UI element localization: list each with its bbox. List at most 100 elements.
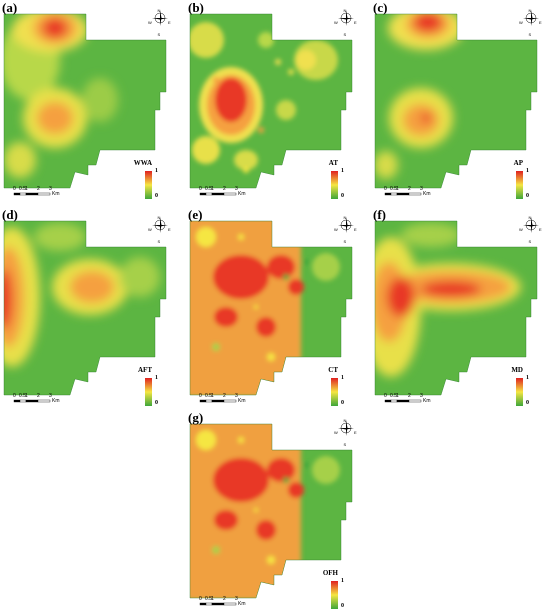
- scale-tick-label: 1: [211, 186, 214, 192]
- scale-bar-segment: [223, 399, 237, 403]
- scale-bar-segment: [25, 399, 39, 403]
- scale-tick-label: 0.5: [19, 186, 26, 192]
- legend-min-label: 0: [341, 603, 344, 609]
- compass-w-label: W: [334, 227, 338, 232]
- scale-unit-label: Km: [238, 601, 246, 607]
- legend-min-label: 0: [526, 193, 529, 199]
- compass-e-label: E: [539, 227, 542, 232]
- scale-bar-segment: [211, 602, 225, 606]
- compass-e-label: E: [539, 20, 542, 25]
- compass-s-label: S: [528, 239, 532, 244]
- scale-tick-label: 1: [396, 186, 399, 192]
- panel-c: (c) N S E W AP 1 0 0 0.5 1 2 3 Km: [371, 0, 550, 205]
- scale-bar-segment: [396, 192, 410, 196]
- scale-bar-segment: [37, 399, 51, 403]
- compass-w-label: W: [519, 227, 523, 232]
- compass-e-label: E: [168, 20, 171, 25]
- legend-min-label: 0: [341, 193, 344, 199]
- legend-color-bar: [331, 378, 338, 406]
- compass-w-label: W: [148, 227, 152, 232]
- compass-icon: [523, 10, 539, 26]
- map-a: [3, 10, 168, 199]
- scale-tick-label: 0.5: [205, 186, 212, 192]
- legend-color-bar: [331, 171, 338, 199]
- panel-e: (e) N S E W CT 1 0 0 0.5 1 2 3 Km: [186, 207, 367, 412]
- compass-n-label: N: [343, 418, 347, 423]
- scale-tick-label: 0.5: [205, 596, 212, 602]
- compass-e-label: E: [354, 430, 357, 435]
- compass-e-label: E: [168, 227, 171, 232]
- scale-bar-segment: [223, 602, 237, 606]
- scale-bar-segment: [384, 399, 392, 403]
- compass-w-label: W: [519, 20, 523, 25]
- legend-max-label: 1: [526, 375, 529, 381]
- scale-tick-label: 1: [211, 596, 214, 602]
- scale-bar-segment: [199, 192, 207, 196]
- legend-title: WWA: [133, 159, 152, 167]
- panel-f: (f) N S E W MD 1 0 0 0.5 1 2 3 Km: [371, 207, 550, 412]
- scale-bar-segment: [13, 192, 21, 196]
- map-b: [189, 10, 354, 199]
- scale-bar-segment: [384, 192, 392, 196]
- scale-tick-label: 2: [408, 186, 411, 192]
- scale-bar-segment: [205, 399, 213, 403]
- legend-title: MD: [511, 366, 523, 374]
- scale-unit-label: Km: [52, 398, 60, 404]
- scale-tick-label: 2: [37, 186, 40, 192]
- panel-d: (d) N S E W AFT 1 0 0 0.5 1 2 3 Km: [0, 207, 181, 412]
- compass-s-label: S: [157, 32, 161, 37]
- panel-label: (a): [2, 0, 18, 15]
- scale-tick-label: 2: [223, 393, 226, 399]
- scale-tick-label: 0: [199, 596, 202, 602]
- legend-title: AP: [513, 159, 523, 167]
- map-d: [3, 217, 168, 406]
- scale-tick-label: 0.5: [390, 186, 397, 192]
- legend-min-label: 0: [155, 193, 158, 199]
- scale-tick-label: 2: [223, 596, 226, 602]
- scale-tick-label: 0: [384, 186, 387, 192]
- scale-tick-label: 3: [235, 596, 238, 602]
- scale-tick-label: 0: [13, 393, 16, 399]
- panel-a: (a) N S E W WWA 1 0 0 0.5 1 2 3 Km: [0, 0, 181, 205]
- scale-tick-label: 3: [420, 393, 423, 399]
- scale-bar-segment: [390, 399, 398, 403]
- scale-tick-label: 0: [384, 393, 387, 399]
- scale-bar-segment: [25, 192, 39, 196]
- scale-bar-segment: [390, 192, 398, 196]
- legend-color-bar: [516, 378, 523, 406]
- scale-bar-segment: [408, 192, 422, 196]
- compass-s-label: S: [343, 239, 347, 244]
- compass-icon: [338, 217, 354, 233]
- panel-label: (b): [188, 0, 204, 15]
- scale-tick-label: 3: [235, 393, 238, 399]
- panel-b: (b) N S E W AT 1 0 0 0.5 1 2 3 Km: [186, 0, 367, 205]
- scale-tick-label: 1: [211, 393, 214, 399]
- scale-tick-label: 1: [25, 393, 28, 399]
- panel-g: (g) N S E W OFH 1 0 0 0.5 1 2 3 Km: [186, 410, 367, 615]
- legend-color-bar: [516, 171, 523, 199]
- legend-color-bar: [145, 378, 152, 406]
- scale-bar-segment: [408, 399, 422, 403]
- scale-tick-label: 1: [396, 393, 399, 399]
- scale-bar-segment: [199, 399, 207, 403]
- legend-title: CT: [328, 366, 338, 374]
- scale-unit-label: Km: [423, 398, 431, 404]
- compass-n-label: N: [343, 8, 347, 13]
- scale-tick-label: 0.5: [19, 393, 26, 399]
- compass-s-label: S: [343, 32, 347, 37]
- panel-label: (d): [2, 207, 18, 222]
- scale-bar-segment: [223, 192, 237, 196]
- map-g: [189, 420, 354, 609]
- scale-tick-label: 3: [420, 186, 423, 192]
- compass-n-label: N: [528, 8, 532, 13]
- legend-title: AT: [328, 159, 338, 167]
- scale-tick-label: 0.5: [390, 393, 397, 399]
- scale-bar-segment: [19, 192, 27, 196]
- compass-w-label: W: [334, 430, 338, 435]
- legend-max-label: 1: [155, 375, 158, 381]
- scale-bar-segment: [13, 399, 21, 403]
- legend-max-label: 1: [526, 168, 529, 174]
- legend-max-label: 1: [341, 578, 344, 584]
- scale-unit-label: Km: [423, 191, 431, 197]
- compass-w-label: W: [148, 20, 152, 25]
